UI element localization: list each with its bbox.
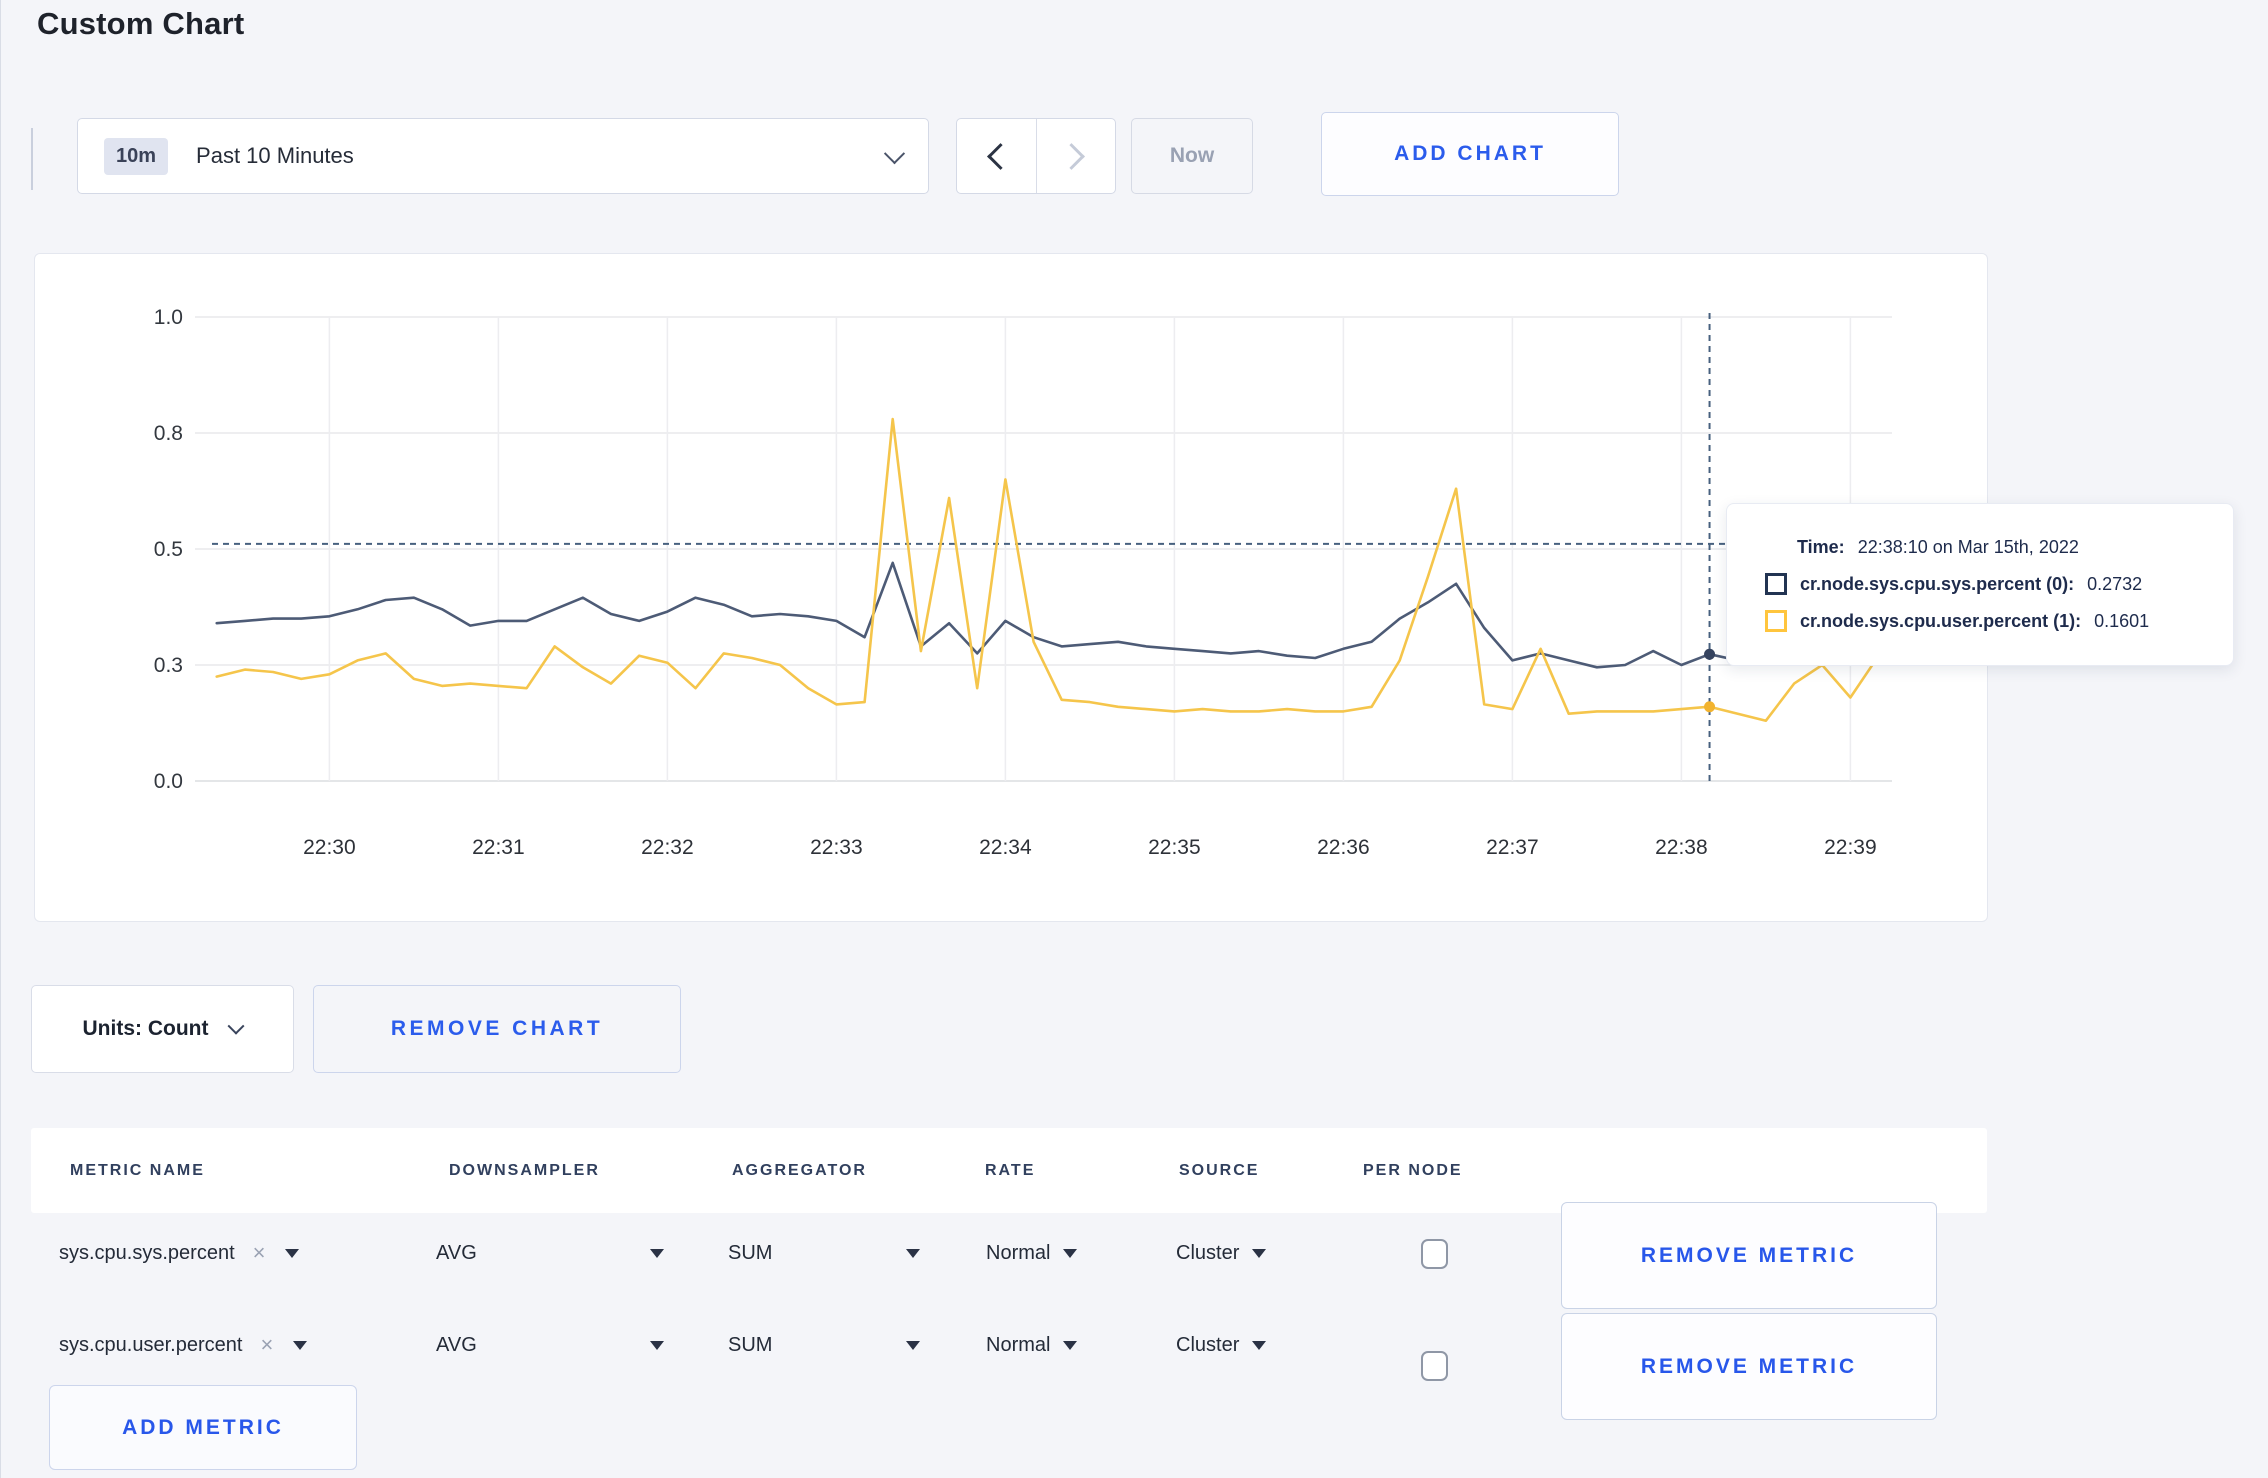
time-nav-group	[956, 118, 1116, 194]
chevron-down-icon	[227, 1017, 245, 1035]
chart-tooltip: Time: 22:38:10 on Mar 15th, 2022 cr.node…	[1726, 503, 2234, 666]
y-tick-label: 1.0	[154, 306, 183, 329]
aggregator-value: SUM	[728, 1241, 773, 1264]
page-title: Custom Chart	[37, 6, 245, 41]
source-value: Cluster	[1176, 1241, 1240, 1264]
downsampler-value: AVG	[436, 1241, 477, 1264]
chevron-down-icon	[883, 142, 906, 164]
y-tick-label: 0.5	[154, 538, 183, 561]
units-select[interactable]: Units: Count	[31, 985, 294, 1073]
y-tick-label: 0.8	[154, 422, 183, 445]
series-user-swatch-icon	[1765, 610, 1787, 632]
caret-down-icon	[285, 1248, 300, 1258]
metric-name-value: sys.cpu.user.percent	[59, 1333, 243, 1356]
x-tick-label: 22:30	[303, 836, 356, 859]
col-header-aggregator: AGGREGATOR	[732, 1161, 867, 1179]
time-range-select[interactable]: 10m Past 10 Minutes	[77, 118, 929, 194]
add-chart-button[interactable]: ADD CHART	[1321, 112, 1619, 196]
aggregator-select[interactable]: SUM	[728, 1225, 920, 1281]
rate-value: Normal	[986, 1333, 1051, 1356]
clear-icon[interactable]: ×	[260, 1332, 274, 1357]
downsampler-value: AVG	[436, 1333, 477, 1356]
x-tick-label: 22:31	[472, 836, 525, 859]
now-button[interactable]: Now	[1131, 118, 1253, 194]
tooltip-series-row: cr.node.sys.cpu.user.percent (1): 0.1601	[1765, 610, 2213, 632]
aggregator-value: SUM	[728, 1333, 773, 1356]
units-label: Units: Count	[82, 1017, 209, 1040]
caret-down-icon	[650, 1248, 664, 1258]
x-tick-label: 22:39	[1824, 836, 1877, 859]
next-time-button[interactable]	[1035, 119, 1116, 193]
per-node-checkbox[interactable]	[1421, 1351, 1448, 1381]
x-tick-label: 22:38	[1655, 836, 1708, 859]
chart-panel[interactable]: 0.0 0.3 0.5 0.8 1.0 22:30 22:31 22:32 22:33 22:34…	[34, 253, 1988, 922]
metric-name-select[interactable]: sys.cpu.sys.percent ×	[59, 1225, 300, 1281]
rate-select[interactable]: Normal	[986, 1317, 1078, 1373]
tooltip-time-value: 22:38:10 on Mar 15th, 2022	[1857, 537, 2079, 557]
tooltip-series-label: cr.node.sys.cpu.user.percent (1):	[1800, 610, 2082, 631]
caret-down-icon	[906, 1248, 920, 1258]
col-header-source: SOURCE	[1179, 1161, 1260, 1179]
rate-select[interactable]: Normal	[986, 1225, 1078, 1281]
toolbar-divider	[31, 128, 33, 190]
time-range-label: Past 10 Minutes	[196, 143, 354, 168]
tooltip-time-label: Time:	[1797, 537, 1845, 557]
x-tick-label: 22:33	[810, 836, 863, 859]
y-tick-label: 0.3	[154, 654, 183, 677]
metric-name-value: sys.cpu.sys.percent	[59, 1241, 235, 1264]
rate-value: Normal	[986, 1241, 1051, 1264]
downsampler-select[interactable]: AVG	[436, 1317, 664, 1373]
remove-metric-button[interactable]: REMOVE METRIC	[1561, 1202, 1937, 1309]
caret-down-icon	[1252, 1340, 1267, 1350]
series-sys-swatch-icon	[1765, 573, 1787, 595]
caret-down-icon	[1063, 1340, 1078, 1350]
col-header-metric-name: METRIC NAME	[70, 1161, 205, 1179]
timeseries-chart[interactable]: 0.0 0.3 0.5 0.8 1.0 22:30 22:31 22:32 22:33 22:34…	[35, 254, 1987, 921]
remove-metric-button[interactable]: REMOVE METRIC	[1561, 1313, 1937, 1420]
source-select[interactable]: Cluster	[1176, 1317, 1267, 1373]
prev-time-button[interactable]	[957, 119, 1036, 193]
x-tick-label: 22:37	[1486, 836, 1539, 859]
caret-down-icon	[1063, 1248, 1078, 1258]
tooltip-series-value: 0.2732	[2087, 573, 2143, 594]
y-tick-label: 0.0	[154, 770, 183, 793]
chevron-right-icon	[1058, 142, 1086, 170]
source-value: Cluster	[1176, 1333, 1240, 1356]
remove-chart-button[interactable]: REMOVE CHART	[313, 985, 681, 1073]
source-select[interactable]: Cluster	[1176, 1225, 1267, 1281]
x-tick-label: 22:34	[979, 836, 1032, 859]
caret-down-icon	[650, 1340, 664, 1350]
chevron-left-icon	[986, 142, 1014, 170]
tooltip-time-row: Time: 22:38:10 on Mar 15th, 2022	[1797, 537, 2213, 558]
col-header-rate: RATE	[985, 1161, 1036, 1179]
downsampler-select[interactable]: AVG	[436, 1225, 664, 1281]
tooltip-series-label: cr.node.sys.cpu.sys.percent (0):	[1800, 573, 2075, 594]
tooltip-series-value: 0.1601	[2094, 610, 2150, 631]
tooltip-series-row: cr.node.sys.cpu.sys.percent (0): 0.2732	[1765, 573, 2213, 595]
x-tick-label: 22:32	[641, 836, 694, 859]
time-range-badge: 10m	[104, 137, 169, 175]
x-tick-label: 22:35	[1148, 836, 1201, 859]
caret-down-icon	[1252, 1248, 1267, 1258]
aggregator-select[interactable]: SUM	[728, 1317, 920, 1373]
per-node-checkbox[interactable]	[1421, 1239, 1448, 1269]
col-header-per-node: PER NODE	[1363, 1161, 1463, 1179]
metrics-table-header: METRIC NAME DOWNSAMPLER AGGREGATOR RATE …	[31, 1128, 1987, 1213]
caret-down-icon	[906, 1340, 920, 1350]
clear-icon[interactable]: ×	[252, 1240, 266, 1265]
caret-down-icon	[293, 1340, 308, 1350]
add-metric-button[interactable]: ADD METRIC	[49, 1385, 357, 1470]
metric-name-select[interactable]: sys.cpu.user.percent ×	[59, 1317, 308, 1373]
col-header-downsampler: DOWNSAMPLER	[449, 1161, 600, 1179]
x-tick-label: 22:36	[1317, 836, 1370, 859]
